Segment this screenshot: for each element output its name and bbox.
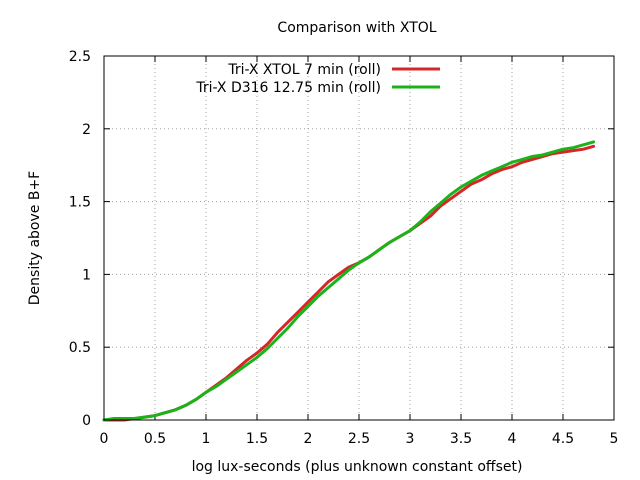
series-line-2 [102,140,596,422]
legend-label-2: Tri-X D316 12.75 min (roll) [195,80,381,96]
grid [104,56,614,420]
x-tick-label: 2 [304,431,313,447]
y-tick-label: 0 [82,413,91,429]
y-tick-label: 2 [82,122,91,138]
x-tick-label: 3.5 [450,431,472,447]
x-tick-label: 5 [610,431,619,447]
x-axis-label: log lux-seconds (plus unknown constant o… [192,459,523,475]
legend-label-1: Tri-X XTOL 7 min (roll) [227,62,381,78]
x-tick-label: 1.5 [246,431,268,447]
ticks: 0 0.5 1 1.5 2 2.5 3 3.5 4 4.5 5 0 0.5 1 1.5 2 2.5 [69,49,619,447]
legend: Tri-X XTOL 7 min (roll) Tri-X D316 12.75 … [195,62,440,96]
y-tick-label: 0.5 [69,340,91,356]
y-tick-label: 2.5 [69,49,91,65]
plot-border [103,55,615,421]
x-tick-label: 0 [100,431,109,447]
x-tick-label: 0.5 [144,431,166,447]
x-tick-label: 3 [406,431,415,447]
x-tick-label: 4.5 [552,431,574,447]
series-line-1 [102,144,596,422]
x-tick-label: 2.5 [348,431,370,447]
y-tick-label: 1.5 [69,195,91,211]
chart-title: Comparison with XTOL [277,20,436,36]
x-tick-label: 1 [202,431,211,447]
y-tick-label: 1 [82,267,91,283]
series-lines [102,140,596,422]
y-axis-label: Density above B+F [27,171,43,305]
x-tick-label: 4 [508,431,517,447]
